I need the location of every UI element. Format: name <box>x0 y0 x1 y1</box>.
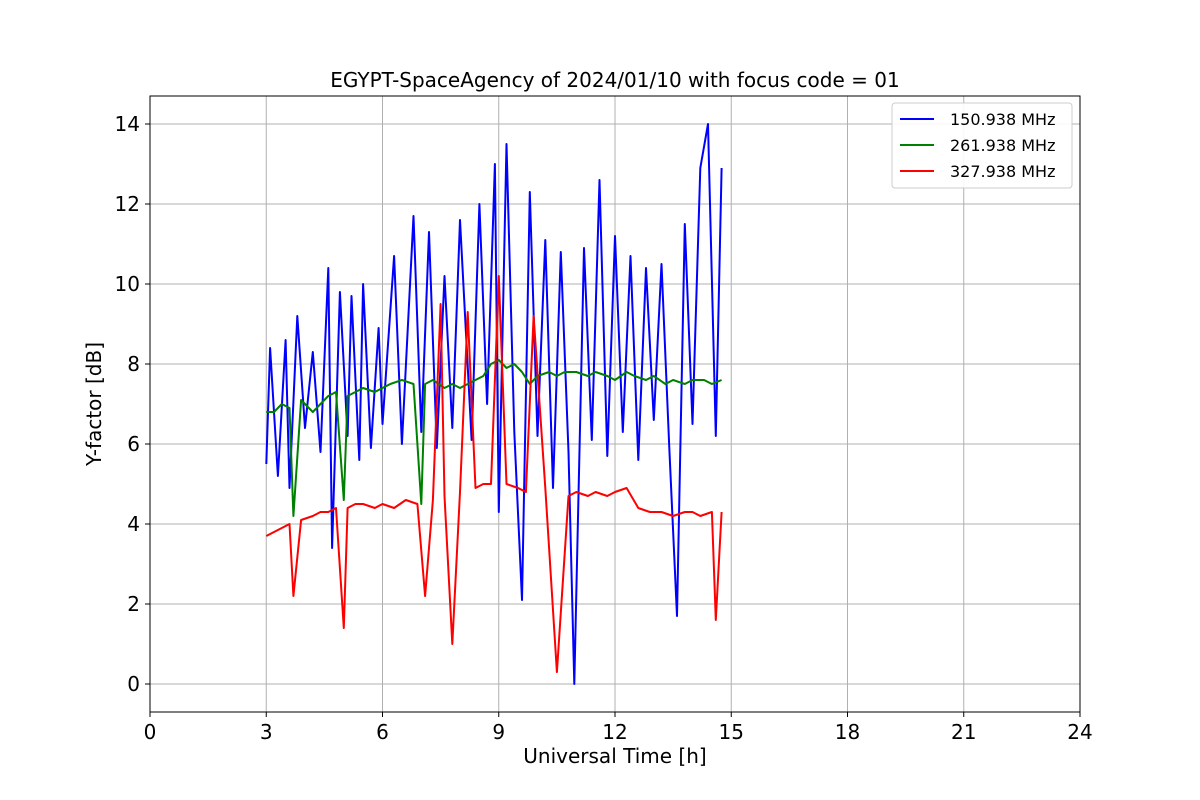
legend-label-327-mhz: 327.938 MHz <box>950 162 1055 181</box>
y-tick-label: 2 <box>127 592 140 616</box>
x-axis-label: Universal Time [h] <box>523 744 706 768</box>
y-tick-label: 14 <box>115 112 140 136</box>
legend: 150.938 MHz 261.938 MHz 327.938 MHz <box>891 102 1073 189</box>
series-line-327-mhz <box>265 275 723 673</box>
y-tick-label: 12 <box>115 192 140 216</box>
x-tick-label: 21 <box>951 720 976 744</box>
x-tick-label: 6 <box>376 720 389 744</box>
x-tick-label: 15 <box>719 720 744 744</box>
legend-box <box>891 102 1073 189</box>
series-line-150-mhz <box>265 123 723 685</box>
legend-label-261-mhz: 261.938 MHz <box>950 136 1055 155</box>
y-axis-label: Y-factor [dB] <box>82 342 106 467</box>
y-tick-label: 8 <box>127 352 140 376</box>
x-tick-label: 12 <box>602 720 627 744</box>
y-tick-label: 4 <box>127 512 140 536</box>
series-layer <box>265 123 723 685</box>
chart-title: EGYPT-SpaceAgency of 2024/01/10 with foc… <box>330 68 899 92</box>
series-line-261-mhz <box>266 359 722 517</box>
x-tick-label: 18 <box>835 720 860 744</box>
y-tick-label: 0 <box>127 672 140 696</box>
x-tick-label: 3 <box>260 720 273 744</box>
y-tick-label: 6 <box>127 432 140 456</box>
y-tick-label: 10 <box>115 272 140 296</box>
x-tick-label: 9 <box>492 720 505 744</box>
x-tick-label: 24 <box>1067 720 1092 744</box>
legend-label-150-mhz: 150.938 MHz <box>950 110 1055 129</box>
x-tick-label: 0 <box>144 720 157 744</box>
